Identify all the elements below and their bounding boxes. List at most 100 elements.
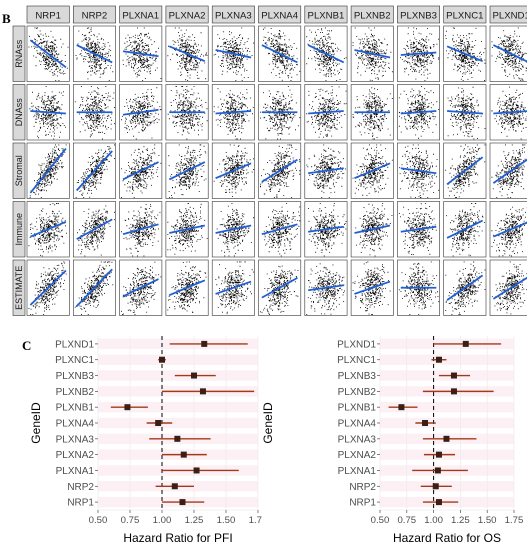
x-axis-title: Hazard Ratio for OS (393, 531, 501, 545)
x-tick-label: 1.75 (505, 515, 524, 526)
scatter-cell (73, 259, 116, 316)
trend-line (215, 162, 252, 179)
gene-label: NRP1 (67, 498, 94, 509)
hr-point (201, 340, 208, 347)
x-axis-title: Hazard Ratio for PFI (123, 531, 232, 545)
hr-point (435, 451, 442, 458)
gene-strip-label: PLXNA3 (215, 11, 252, 22)
trend-line (308, 225, 344, 233)
trend-line (29, 147, 67, 194)
scatter-cell (165, 259, 209, 316)
scatter-cell (350, 142, 394, 199)
score-strip (12, 25, 26, 82)
scatter-cell (258, 259, 302, 316)
trend-line (30, 110, 66, 115)
trend-line (493, 221, 527, 238)
gene-strip-label: PLXNA4 (261, 11, 298, 22)
x-tick-label: 1.00 (153, 515, 172, 526)
trend-line (308, 167, 344, 175)
x-tick-label: 1.50 (478, 515, 497, 526)
scatter-cell (26, 142, 70, 199)
trend-line (492, 44, 527, 63)
scatter-cell (165, 84, 209, 141)
scatter-cell (443, 142, 487, 199)
scatter-cell (119, 84, 163, 141)
hr-point (398, 404, 405, 411)
gene-label: PLXNC1 (55, 355, 94, 366)
scatter-cell (119, 201, 163, 258)
scatter-cell (489, 201, 527, 258)
trend-line (400, 51, 437, 56)
gene-label: PLXNB2 (338, 387, 377, 398)
y-axis-title: GeneID (29, 402, 43, 444)
hr-point (159, 356, 165, 363)
trend-line (400, 225, 437, 233)
scatter-cell (489, 259, 527, 316)
hr-point (450, 372, 457, 379)
trend-line (76, 218, 113, 240)
trend-line (307, 44, 345, 64)
cell-frame (26, 84, 70, 141)
x-tick-label: 0.75 (121, 515, 140, 526)
gene-strip (119, 5, 163, 24)
row-stripe (98, 401, 258, 413)
scatter-cell (165, 142, 209, 199)
scatter-cell (304, 84, 348, 141)
gene-strip (258, 5, 302, 24)
scatter-points (213, 88, 254, 140)
scatter-cell (397, 84, 440, 141)
gene-label: NRP1 (349, 498, 376, 509)
trend-line (122, 108, 159, 116)
scatter-cell (26, 84, 70, 141)
trend-line (492, 276, 527, 300)
gene-label: PLXNC1 (337, 355, 376, 366)
trend-line (261, 44, 298, 64)
gene-strip (165, 5, 209, 24)
gene-label: NRP2 (67, 482, 94, 493)
scatter-cell (211, 84, 255, 141)
scatter-points (260, 265, 299, 315)
trend-line (169, 224, 205, 234)
row-stripe (98, 417, 258, 429)
hr-point (443, 435, 450, 442)
scatter-cell (350, 25, 394, 82)
score-strip (12, 84, 26, 141)
cell-frame (119, 25, 163, 82)
scatter-cell (211, 201, 255, 258)
score-strip-label: ESTIMATE (14, 266, 24, 310)
score-strip (12, 201, 26, 258)
gene-strip (350, 5, 394, 24)
scatter-cell (73, 142, 116, 199)
trend-line (354, 162, 391, 179)
gene-strip (489, 5, 527, 24)
scatter-points (261, 203, 301, 257)
x-tick-label: 1.00 (424, 515, 443, 526)
gene-label: PLXNA3 (338, 434, 377, 445)
scatter-cell (258, 25, 302, 82)
gene-strip-label: PLXNA1 (122, 11, 159, 22)
scatter-cell (73, 201, 116, 258)
gene-strip (73, 5, 116, 24)
hr-point (174, 435, 181, 442)
trend-line (400, 110, 437, 115)
gene-label: PLXNB3 (56, 371, 95, 382)
gene-label: PLXNA4 (338, 419, 377, 430)
scatter-cell (443, 201, 487, 258)
scatter-cell (350, 201, 394, 258)
trend-line (76, 44, 113, 64)
trend-line (261, 158, 298, 183)
x-tick-label: 1.50 (217, 515, 236, 526)
gene-strip (26, 5, 70, 24)
scatter-cell (258, 201, 302, 258)
trend-line (308, 284, 344, 292)
gene-label: NRP2 (349, 482, 376, 493)
trend-line (215, 224, 252, 234)
hr-point (155, 420, 162, 426)
scatter-points (216, 203, 254, 257)
scatter-cell (211, 259, 255, 316)
gene-label: PLXNB1 (338, 403, 377, 414)
hr-point (191, 372, 197, 379)
gene-strip-label: PLXNB2 (354, 11, 391, 22)
trend-line (354, 49, 391, 59)
scatter-matrix: NRP1 NRP2 PLXNA1 PLXNA2 PLXNA3 PLXNA4 PLXNB1 PL… (12, 5, 527, 316)
